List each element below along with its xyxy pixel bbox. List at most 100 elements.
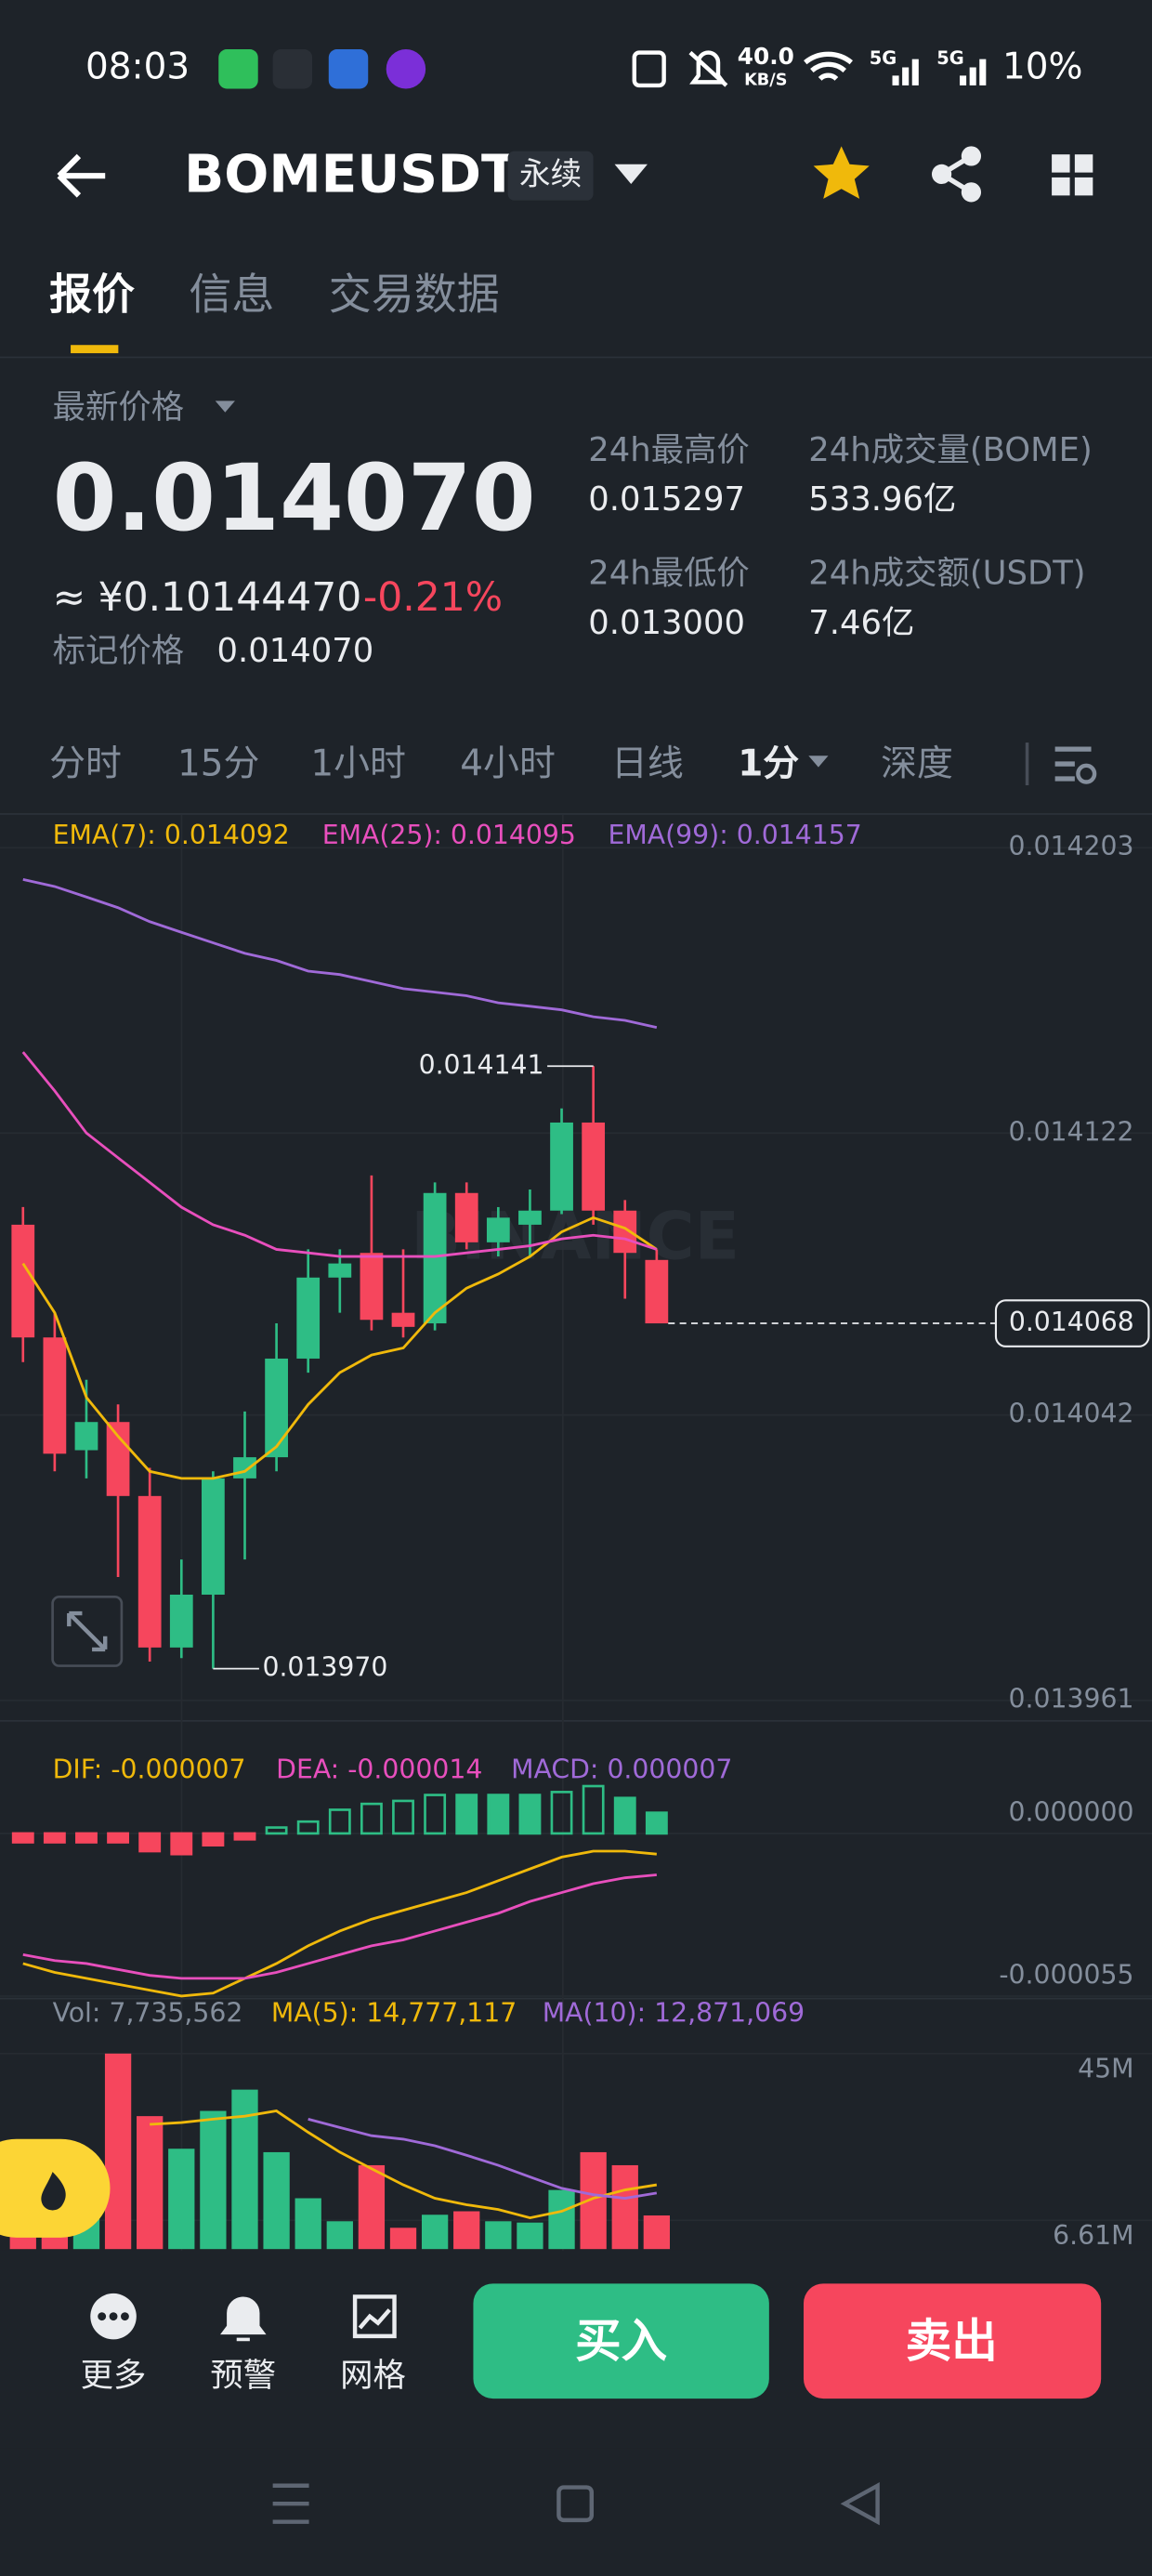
nav-home[interactable] <box>556 2485 595 2523</box>
nav-menu[interactable] <box>272 2483 309 2524</box>
y-tick-label: 0.013961 <box>1009 1684 1134 1715</box>
legend-entry: MA(10): 12,871,069 <box>543 1997 805 2028</box>
mute-icon <box>688 50 728 87</box>
settings-button[interactable] <box>1076 763 1097 784</box>
candle-body <box>202 1478 225 1595</box>
interval-tab[interactable]: 4小时 <box>460 743 556 784</box>
candle-body <box>43 1337 67 1454</box>
price-tag-box <box>994 1299 1150 1347</box>
alert-icon[interactable] <box>220 2296 267 2342</box>
interval-tab[interactable]: 日线 <box>611 743 684 784</box>
y-tick-label: 0.014122 <box>1009 1116 1134 1147</box>
volume-bar <box>295 2198 321 2250</box>
signal-label: 5G <box>936 47 963 69</box>
volume-bar <box>104 2053 132 2250</box>
legend-entry: MA(5): 14,777,117 <box>271 1997 517 2028</box>
buy-button[interactable] <box>473 2283 769 2399</box>
volume-bar <box>358 2164 386 2250</box>
volume-bar <box>548 2189 575 2250</box>
status-time: 08:03 <box>85 46 190 88</box>
volume-bar <box>326 2221 353 2250</box>
divider <box>0 813 1152 815</box>
buy-label[interactable]: 买入 <box>575 2314 667 2368</box>
signal-label: 5G <box>870 47 897 69</box>
symbol-dropdown[interactable] <box>614 164 648 184</box>
legend-entry: DIF: -0.000007 <box>53 1755 246 1785</box>
stat-label: 24h最高价 <box>588 431 750 469</box>
sell-button[interactable] <box>803 2283 1102 2399</box>
interval-tab[interactable]: 深度 <box>881 743 953 784</box>
volume-bar <box>137 2116 164 2250</box>
low-label: 0.013970 <box>262 1652 387 1683</box>
volume-bar <box>580 2151 607 2250</box>
y-tick-label: 6.61M <box>1053 2220 1133 2251</box>
volume-ma-line <box>308 2117 658 2200</box>
macd-bar <box>582 1784 605 1835</box>
contract-tag: 永续 <box>519 156 582 192</box>
divider <box>0 356 1152 359</box>
volume-bar <box>421 2215 449 2250</box>
y-tick-label: 45M <box>1078 2054 1133 2084</box>
back-button[interactable] <box>57 153 106 198</box>
app-icon <box>328 49 369 89</box>
interval-tab[interactable]: 1分 <box>738 743 799 784</box>
sell-label[interactable]: 卖出 <box>906 2314 998 2368</box>
macd-bar <box>518 1794 542 1835</box>
macd-bar <box>107 1832 130 1844</box>
favorite-button[interactable] <box>813 146 870 199</box>
volume-bar <box>485 2221 512 2250</box>
grid-icon[interactable] <box>352 2294 397 2339</box>
dropdown-icon <box>215 401 235 413</box>
action-label[interactable]: 更多 <box>81 2357 147 2395</box>
macd-bar <box>455 1794 478 1835</box>
candle-body <box>265 1358 288 1458</box>
y-tick-label: 0.014042 <box>1009 1399 1134 1429</box>
stat-label: 24h最低价 <box>588 555 750 593</box>
tab[interactable]: 交易数据 <box>329 269 500 319</box>
macd-bar <box>328 1808 351 1835</box>
y-tick-label: 0.014203 <box>1009 831 1134 861</box>
candle-body <box>454 1192 478 1242</box>
macd-bar <box>43 1832 66 1844</box>
price-tag: 0.014068 <box>1009 1307 1134 1337</box>
tab[interactable]: 信息 <box>189 269 274 319</box>
macd-bar <box>138 1832 162 1853</box>
candle-body <box>518 1210 542 1225</box>
stat-value: 533.96亿 <box>808 480 956 519</box>
interval-tab[interactable]: 15分 <box>177 743 259 784</box>
candle-body <box>423 1192 447 1324</box>
app-icon <box>386 49 426 89</box>
stat-label: 24h成交量(BOME) <box>808 431 1092 469</box>
volume-bar <box>168 2149 195 2250</box>
settings-button[interactable] <box>1054 746 1092 782</box>
floating-icon <box>41 2172 66 2211</box>
legend-entry: EMA(25): 0.014095 <box>322 820 576 850</box>
price-change: -0.21% <box>363 575 503 621</box>
macd-bar <box>360 1802 383 1835</box>
nav-back[interactable] <box>840 2482 880 2526</box>
legend-entry: EMA(7): 0.014092 <box>53 820 290 850</box>
macd-bar <box>550 1791 573 1835</box>
action-label[interactable]: 预警 <box>210 2357 276 2395</box>
candle-body <box>137 1495 162 1648</box>
dropdown-icon <box>808 756 829 768</box>
macd-bar <box>645 1811 668 1835</box>
macd-line <box>22 1849 657 1998</box>
macd-line <box>22 1873 657 1980</box>
share-button[interactable] <box>931 146 982 203</box>
tab[interactable]: 报价 <box>49 269 135 319</box>
legend-entry: DEA: -0.000014 <box>276 1755 482 1785</box>
stat-value: 7.46亿 <box>808 604 914 642</box>
macd-bar <box>75 1832 98 1844</box>
macd-bar <box>487 1794 510 1835</box>
action-label[interactable]: 网格 <box>340 2357 406 2395</box>
interval-tab[interactable]: 1小时 <box>310 743 406 784</box>
volume-bar <box>389 2228 417 2250</box>
volume-bar <box>263 2151 290 2250</box>
layout-button[interactable] <box>1052 154 1093 196</box>
macd-bar <box>202 1832 225 1847</box>
interval-tab[interactable]: 分时 <box>49 743 122 784</box>
app-icon <box>272 49 313 89</box>
